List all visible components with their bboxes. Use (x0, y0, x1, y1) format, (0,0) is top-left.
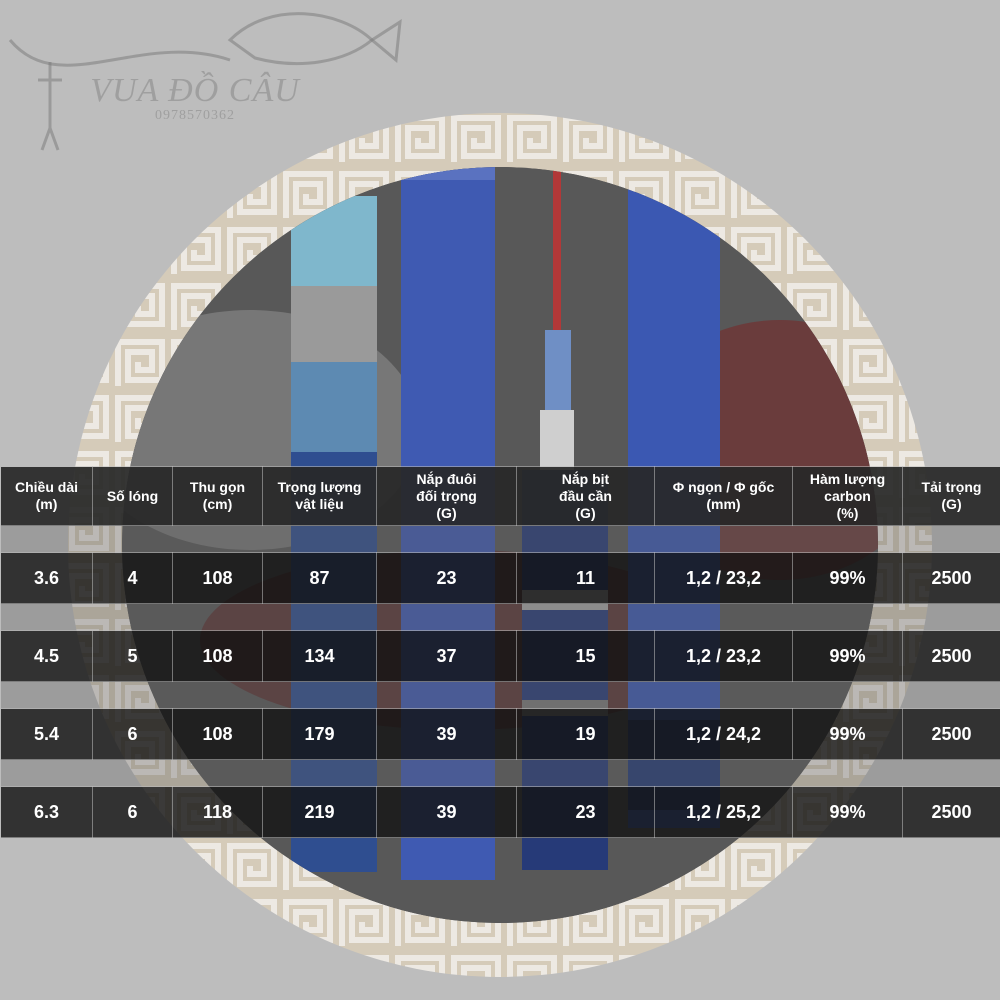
table-cell: 39 (376, 786, 517, 838)
table-cell: 1,2 / 24,2 (654, 708, 793, 760)
table-cell: 23 (376, 552, 517, 604)
table-cell: 23 (516, 786, 655, 838)
spacer-row (0, 759, 1000, 787)
spacer-row (0, 525, 1000, 553)
table-cell: 19 (516, 708, 655, 760)
table-cell: 2500 (902, 708, 1000, 760)
spacer-row (0, 681, 1000, 709)
header-cell: Tải trọng (G) (902, 466, 1000, 526)
brand-name: VUA ĐỒ CÂU (90, 72, 300, 109)
table-cell: 1,2 / 23,2 (654, 552, 793, 604)
header-cell: Số lóng (92, 466, 173, 526)
table-cell: 99% (792, 786, 903, 838)
table-cell: 6.3 (0, 786, 93, 838)
table-cell: 1,2 / 23,2 (654, 630, 793, 682)
table-cell: 6 (92, 786, 173, 838)
header-cell: Thu gọn (cm) (172, 466, 263, 526)
table-cell: 6 (92, 708, 173, 760)
spacer-row (0, 603, 1000, 631)
table-cell: 11 (516, 552, 655, 604)
table-cell: 219 (262, 786, 377, 838)
spec-table: Chiều dài (m) Số lóng Thu gọn (cm) Trọng l… (0, 466, 1000, 838)
header-cell: Nắp bịt đầu cần (G) (516, 466, 655, 526)
table-cell: 108 (172, 552, 263, 604)
header-cell: Hàm lượng carbon (%) (792, 466, 903, 526)
header-cell: Chiều dài (m) (0, 466, 93, 526)
header-row: Chiều dài (m) Số lóng Thu gọn (cm) Trọng l… (0, 466, 1000, 526)
table-row: 6.3 6 118 219 39 23 1,2 / 25,2 99% 2500 (0, 786, 1000, 838)
table-row: 3.6 4 108 87 23 11 1,2 / 23,2 99% 2500 (0, 552, 1000, 604)
table-cell: 2500 (902, 786, 1000, 838)
table-cell: 108 (172, 630, 263, 682)
table-cell: 3.6 (0, 552, 93, 604)
table-row: 4.5 5 108 134 37 15 1,2 / 23,2 99% 2500 (0, 630, 1000, 682)
header-cell: Nắp đuôi đối trọng (G) (376, 466, 517, 526)
table-cell: 39 (376, 708, 517, 760)
table-cell: 87 (262, 552, 377, 604)
table-cell: 4.5 (0, 630, 93, 682)
table-cell: 118 (172, 786, 263, 838)
table-cell: 15 (516, 630, 655, 682)
table-cell: 108 (172, 708, 263, 760)
table-row: 5.4 6 108 179 39 19 1,2 / 24,2 99% 2500 (0, 708, 1000, 760)
brand-phone: 0978570362 (155, 108, 235, 123)
table-cell: 2500 (902, 552, 1000, 604)
table-cell: 99% (792, 708, 903, 760)
table-cell: 37 (376, 630, 517, 682)
table-cell: 99% (792, 552, 903, 604)
header-cell: Φ ngọn / Φ gốc (mm) (654, 466, 793, 526)
table-cell: 5.4 (0, 708, 93, 760)
table-cell: 2500 (902, 630, 1000, 682)
header-cell: Trọng lượng vật liệu (262, 466, 377, 526)
table-cell: 5 (92, 630, 173, 682)
table-cell: 134 (262, 630, 377, 682)
table-cell: 1,2 / 25,2 (654, 786, 793, 838)
table-cell: 99% (792, 630, 903, 682)
brand-watermark: VUA ĐỒ CÂU 0978570362 (80, 72, 310, 124)
table-cell: 179 (262, 708, 377, 760)
table-cell: 4 (92, 552, 173, 604)
